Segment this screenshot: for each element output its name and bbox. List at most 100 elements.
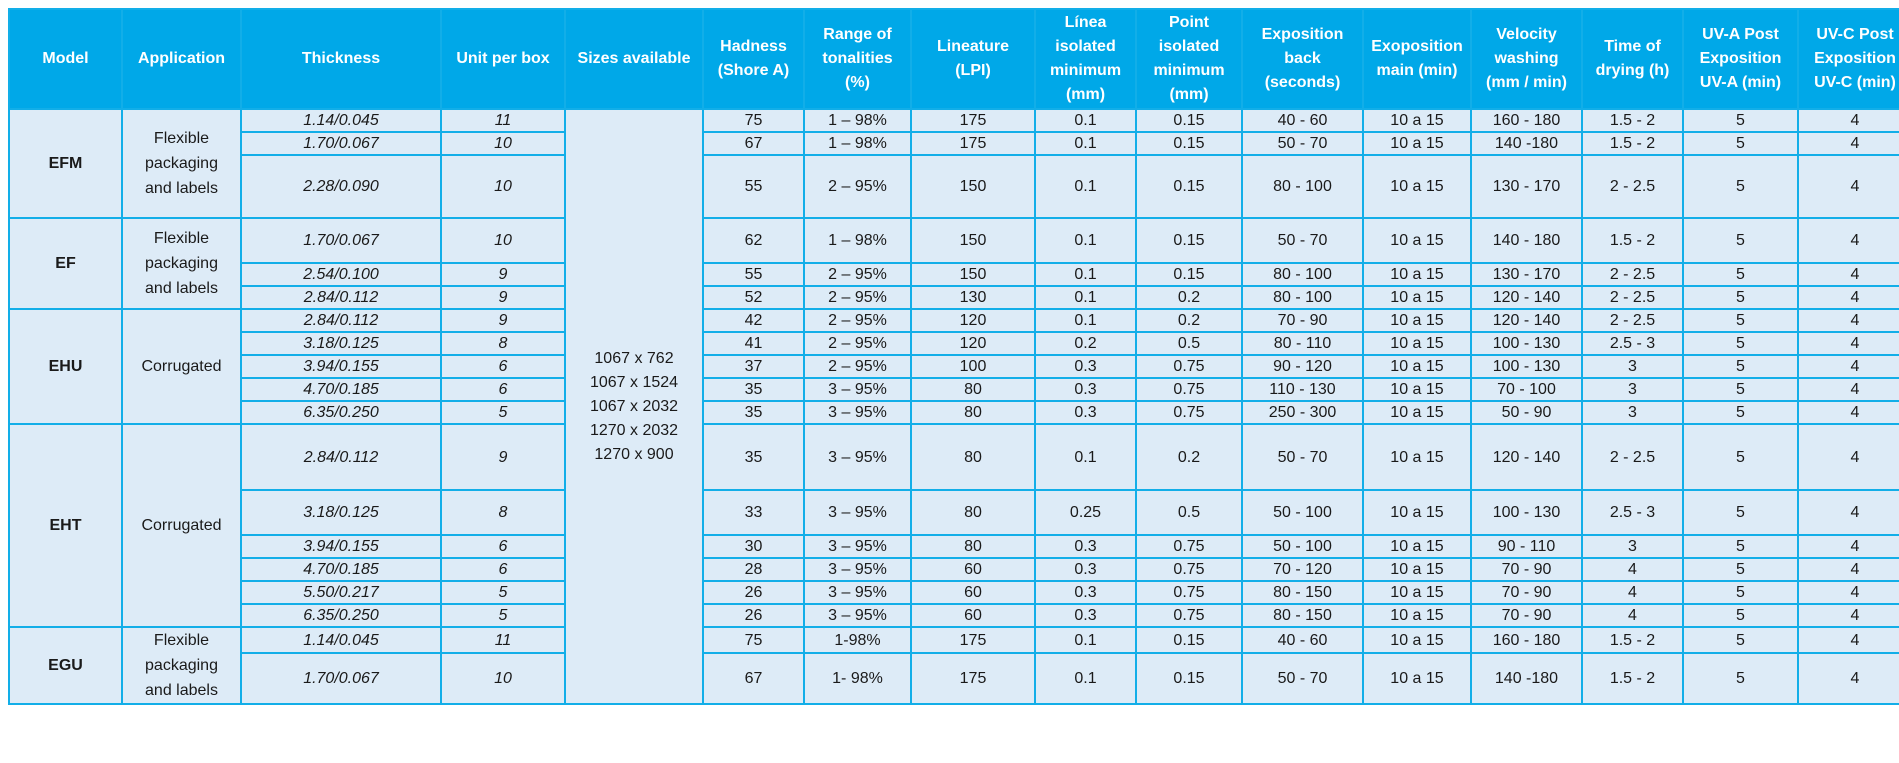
lineature-cell: 175 <box>910 131 1036 156</box>
thickness-cell: 6.35/0.250 <box>240 400 442 425</box>
model-cell: EHU <box>8 308 123 425</box>
uvc-post-cell: 4 <box>1797 557 1899 582</box>
point-isolated-min-cell: 0.2 <box>1135 285 1243 310</box>
header-uvc-post-exposition: UV-C Post Exposition UV-C (min) <box>1797 8 1899 110</box>
point-isolated-min-cell: 0.15 <box>1135 652 1243 705</box>
header-uva-post-exposition: UV-A Post Exposition UV-A (min) <box>1682 8 1799 110</box>
hardness-cell: 37 <box>702 354 805 379</box>
tonality-range-cell: 1 – 98% <box>803 108 912 133</box>
velocity-washing-cell: 100 - 130 <box>1470 489 1583 536</box>
header-line-isolated-minimum: Línea isolated minimum (mm) <box>1034 8 1137 110</box>
exposition-main-cell: 10 a 15 <box>1362 154 1472 219</box>
table-row: 6.35/0.250 5 35 3 – 95% 80 0.3 0.75 250 - 300 10… <box>9 400 1899 425</box>
lineature-cell: 120 <box>910 308 1036 333</box>
drying-time-cell: 1.5 - 2 <box>1581 625 1684 655</box>
velocity-washing-cell: 140 -180 <box>1470 131 1583 156</box>
velocity-washing-cell: 70 - 100 <box>1470 377 1583 402</box>
application-cell: Corrugated <box>121 423 242 628</box>
line-isolated-min-cell: 0.1 <box>1034 652 1137 705</box>
header-lineature: Lineature (LPI) <box>910 8 1036 110</box>
drying-time-cell: 2 - 2.5 <box>1581 423 1684 491</box>
uvc-post-cell: 4 <box>1797 154 1899 219</box>
hardness-cell: 55 <box>702 154 805 219</box>
table-row: 5.50/0.217 5 26 3 – 95% 60 0.3 0.75 80 - 150 10 … <box>9 580 1899 605</box>
unit-per-box-cell: 5 <box>440 603 566 628</box>
uvc-post-cell: 4 <box>1797 603 1899 628</box>
unit-per-box-cell: 10 <box>440 131 566 156</box>
unit-per-box-cell: 9 <box>440 285 566 310</box>
unit-per-box-cell: 9 <box>440 308 566 333</box>
line-isolated-min-cell: 0.1 <box>1034 154 1137 219</box>
line-isolated-min-cell: 0.1 <box>1034 262 1137 287</box>
exposition-main-cell: 10 a 15 <box>1362 108 1472 133</box>
drying-time-cell: 3 <box>1581 377 1684 402</box>
lineature-cell: 130 <box>910 285 1036 310</box>
lineature-cell: 150 <box>910 262 1036 287</box>
lineature-cell: 80 <box>910 377 1036 402</box>
unit-per-box-cell: 6 <box>440 557 566 582</box>
unit-per-box-cell: 11 <box>440 108 566 133</box>
velocity-washing-cell: 50 - 90 <box>1470 400 1583 425</box>
unit-per-box-cell: 10 <box>440 154 566 219</box>
table-row: 4.70/0.185 6 35 3 – 95% 80 0.3 0.75 110 - 130 10… <box>9 377 1899 402</box>
line-isolated-min-cell: 0.1 <box>1034 625 1137 655</box>
uva-post-cell: 5 <box>1682 354 1799 379</box>
velocity-washing-cell: 130 - 170 <box>1470 262 1583 287</box>
lineature-cell: 80 <box>910 489 1036 536</box>
uva-post-cell: 5 <box>1682 308 1799 333</box>
sizes-available-cell: 1067 x 762 1067 x 1524 1067 x 2032 1270 x 2… <box>564 108 704 705</box>
thickness-cell: 4.70/0.185 <box>240 377 442 402</box>
exposition-back-cell: 80 - 100 <box>1241 154 1364 219</box>
thickness-cell: 1.14/0.045 <box>240 625 442 655</box>
point-isolated-min-cell: 0.75 <box>1135 400 1243 425</box>
drying-time-cell: 3 <box>1581 534 1684 559</box>
header-row: Model Application Thickness Unit per box… <box>8 8 1899 110</box>
drying-time-cell: 2 - 2.5 <box>1581 262 1684 287</box>
hardness-cell: 35 <box>702 377 805 402</box>
point-isolated-min-cell: 0.75 <box>1135 603 1243 628</box>
exposition-back-cell: 90 - 120 <box>1241 354 1364 379</box>
velocity-washing-cell: 70 - 90 <box>1470 603 1583 628</box>
uva-post-cell: 5 <box>1682 285 1799 310</box>
hardness-cell: 35 <box>702 400 805 425</box>
exposition-main-cell: 10 a 15 <box>1362 354 1472 379</box>
velocity-washing-cell: 130 - 170 <box>1470 154 1583 219</box>
model-cell: EFM <box>8 108 123 219</box>
uvc-post-cell: 4 <box>1797 580 1899 605</box>
velocity-washing-cell: 100 - 130 <box>1470 331 1583 356</box>
exposition-back-cell: 80 - 150 <box>1241 603 1364 628</box>
line-isolated-min-cell: 0.3 <box>1034 354 1137 379</box>
lineature-cell: 80 <box>910 534 1036 559</box>
drying-time-cell: 3 <box>1581 400 1684 425</box>
point-isolated-min-cell: 0.15 <box>1135 625 1243 655</box>
exposition-main-cell: 10 a 15 <box>1362 308 1472 333</box>
exposition-main-cell: 10 a 15 <box>1362 400 1472 425</box>
drying-time-cell: 4 <box>1581 580 1684 605</box>
table-row: 3.18/0.125 8 41 2 – 95% 120 0.2 0.5 80 - 110 10 … <box>9 331 1899 356</box>
uvc-post-cell: 4 <box>1797 423 1899 491</box>
point-isolated-min-cell: 0.15 <box>1135 131 1243 156</box>
tonality-range-cell: 2 – 95% <box>803 331 912 356</box>
model-cell: EF <box>8 217 123 310</box>
drying-time-cell: 2.5 - 3 <box>1581 489 1684 536</box>
tonality-range-cell: 2 – 95% <box>803 154 912 219</box>
point-isolated-min-cell: 0.75 <box>1135 534 1243 559</box>
line-isolated-min-cell: 0.1 <box>1034 217 1137 264</box>
exposition-back-cell: 50 - 70 <box>1241 131 1364 156</box>
line-isolated-min-cell: 0.3 <box>1034 534 1137 559</box>
application-cell: Flexible packaging and labels <box>121 217 242 310</box>
table-row: 2.84/0.112 9 52 2 – 95% 130 0.1 0.2 80 - 100 10 … <box>9 285 1899 310</box>
point-isolated-min-cell: 0.75 <box>1135 354 1243 379</box>
thickness-cell: 6.35/0.250 <box>240 603 442 628</box>
uva-post-cell: 5 <box>1682 580 1799 605</box>
exposition-back-cell: 50 - 70 <box>1241 423 1364 491</box>
line-isolated-min-cell: 0.3 <box>1034 400 1137 425</box>
hardness-cell: 75 <box>702 108 805 133</box>
line-isolated-min-cell: 0.1 <box>1034 423 1137 491</box>
uva-post-cell: 5 <box>1682 603 1799 628</box>
table-row: EGU Flexible packaging and labels 1.14/0.045… <box>8 625 1899 705</box>
exposition-main-cell: 10 a 15 <box>1362 557 1472 582</box>
uvc-post-cell: 4 <box>1797 331 1899 356</box>
table-row: 3.94/0.155 6 30 3 – 95% 80 0.3 0.75 50 - 100 10 … <box>9 534 1899 559</box>
exposition-main-cell: 10 a 15 <box>1362 489 1472 536</box>
